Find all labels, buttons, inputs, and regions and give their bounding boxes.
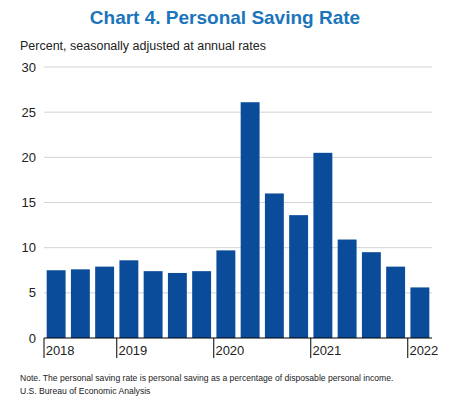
bar: [144, 271, 163, 338]
y-tick-label: 0: [29, 331, 36, 346]
grid-line: [44, 202, 432, 203]
y-tick-label: 30: [22, 60, 36, 75]
bar: [362, 252, 381, 338]
x-separator: [213, 338, 214, 358]
bar: [241, 102, 260, 338]
bar: [410, 287, 429, 338]
x-tick-label: 2019: [118, 343, 147, 358]
bar: [265, 193, 284, 338]
bar: [47, 270, 66, 338]
grid-line: [44, 247, 432, 248]
source: U.S. Bureau of Economic Analysis: [20, 386, 150, 396]
x-tick-label: 2021: [312, 343, 341, 358]
bar: [71, 269, 90, 338]
x-axis: [44, 337, 432, 338]
bar: [289, 215, 308, 338]
subtitle: Percent, seasonally adjusted at annual r…: [20, 39, 266, 53]
y-tick-label: 10: [22, 240, 36, 255]
x-separator: [407, 338, 408, 358]
x-separator: [44, 338, 45, 358]
bar: [119, 260, 138, 338]
bars: [47, 102, 430, 338]
bar: [386, 267, 405, 338]
grid-line: [44, 112, 432, 113]
bar: [216, 250, 235, 338]
grid-line: [44, 67, 432, 68]
y-tick-label: 5: [29, 285, 36, 300]
x-tick-label: 2020: [215, 343, 244, 358]
x-tick-label: 2018: [46, 343, 75, 358]
chart: Chart 4. Personal Saving Rate Percent, se…: [0, 0, 450, 400]
y-tick-label: 15: [22, 195, 36, 210]
grid-line: [44, 157, 432, 158]
bar: [95, 267, 114, 338]
bar: [168, 273, 187, 338]
note: Note. The personal saving rate is person…: [20, 373, 393, 383]
bar: [313, 153, 332, 338]
bar: [338, 240, 357, 338]
y-tick-label: 25: [22, 105, 36, 120]
y-tick-label: 20: [22, 150, 36, 165]
x-tick-label: 2022: [409, 343, 438, 358]
title: Chart 4. Personal Saving Rate: [90, 7, 360, 28]
x-separator: [116, 338, 117, 358]
x-separator: [310, 338, 311, 358]
bar: [192, 271, 211, 338]
